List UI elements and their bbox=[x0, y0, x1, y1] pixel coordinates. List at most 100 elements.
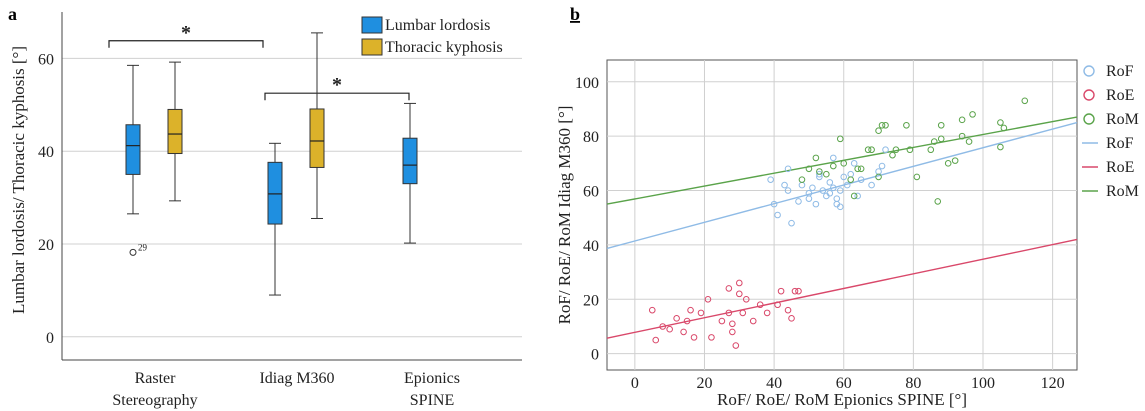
data-point-roe bbox=[659, 323, 667, 330]
panel-b-x-tick-label: 80 bbox=[905, 375, 921, 392]
data-point-rof bbox=[829, 184, 837, 192]
data-point-rom bbox=[927, 146, 935, 154]
box-iqr bbox=[167, 108, 183, 155]
panel-a-y-tick-labels: 0 20 40 60 bbox=[38, 51, 54, 346]
data-point-roe bbox=[732, 342, 740, 349]
legend-label: Thoracic kyphosis bbox=[385, 39, 503, 56]
data-point-rom bbox=[1000, 124, 1008, 132]
legend-label: RoM bbox=[1106, 111, 1139, 128]
significance-marker: * bbox=[332, 74, 342, 96]
panel-a-legend: Lumbar lordosis Thoracic kyphosis bbox=[361, 16, 503, 56]
panel-a-boxes: 29 bbox=[125, 32, 418, 296]
data-point-rof bbox=[840, 173, 848, 181]
data-point-rom bbox=[958, 132, 966, 140]
legend-label: Lumbar lordosis bbox=[385, 17, 490, 34]
data-point-rom bbox=[857, 165, 865, 173]
panel-b-x-axis-label: RoF/ RoE/ RoM Epionics SPINE [°] bbox=[717, 390, 967, 409]
box-iqr bbox=[402, 137, 418, 185]
significance-bracket bbox=[264, 92, 410, 101]
data-point-rof bbox=[882, 146, 889, 154]
data-point-roe bbox=[774, 301, 781, 309]
data-point-rom bbox=[875, 173, 882, 181]
legend-marker bbox=[1083, 113, 1095, 125]
data-point-rom bbox=[934, 198, 942, 205]
legend-label: RoF bbox=[1106, 135, 1134, 152]
data-point-rof bbox=[868, 181, 875, 189]
data-point-roe bbox=[777, 287, 785, 295]
data-point-rom bbox=[997, 143, 1004, 151]
panel-a-y-axis-label: Lumbar lordosis/ Thoracic kyphosis [°] bbox=[9, 46, 28, 314]
box-iqr bbox=[125, 124, 141, 175]
data-point-roe bbox=[749, 317, 757, 325]
legend-label: RoM bbox=[1106, 183, 1139, 200]
data-point-rom bbox=[882, 121, 889, 129]
data-point-rom bbox=[937, 121, 945, 129]
panel-a-category-label: Raster bbox=[135, 370, 177, 387]
panel-a-category-label: Stereography bbox=[112, 392, 197, 409]
panel-b-x-tick-label: 40 bbox=[766, 375, 782, 392]
box-outlier-label: 29 bbox=[138, 242, 148, 252]
data-point-rof bbox=[784, 165, 792, 173]
data-point-roe bbox=[729, 328, 736, 336]
data-point-roe bbox=[756, 301, 764, 309]
box-iqr bbox=[267, 161, 283, 225]
significance-bracket bbox=[108, 40, 264, 48]
data-point-rom bbox=[850, 192, 858, 200]
panel-b-x-tick-label: 0 bbox=[631, 375, 639, 392]
panel-a-category-labels: Raster Stereography Idiag M360 Epionics SPIN… bbox=[112, 370, 460, 409]
panel-b-y-axis-label: RoF/ RoE/ RoM Idiag M360 [°] bbox=[555, 106, 574, 325]
data-point-rom bbox=[847, 176, 855, 183]
data-point-rof bbox=[781, 181, 788, 189]
data-point-roe bbox=[718, 317, 726, 325]
panel-b-scatter-plot: b 0 20 40 60 80 100 120 0 20 40 60 80 100 RoF/ RoE/… bbox=[555, 4, 1139, 409]
data-point-rom bbox=[892, 146, 900, 154]
panel-b-y-tick-label: 80 bbox=[583, 129, 599, 146]
data-point-rom bbox=[875, 127, 882, 135]
data-point-rom bbox=[823, 170, 830, 178]
data-point-rof bbox=[812, 200, 820, 208]
data-point-rof bbox=[784, 187, 792, 194]
data-point-roe bbox=[725, 309, 733, 317]
legend-marker bbox=[1083, 89, 1095, 101]
data-point-roe bbox=[725, 285, 733, 292]
panel-a-gridlines bbox=[62, 57, 522, 338]
panel-b-y-tick-label: 60 bbox=[583, 184, 599, 201]
data-point-rof bbox=[819, 187, 827, 194]
data-point-rom bbox=[944, 160, 952, 167]
panel-a-significance-brackets: ** bbox=[108, 22, 410, 101]
data-point-rof bbox=[829, 154, 837, 162]
data-point-rom bbox=[829, 162, 837, 170]
data-point-roe bbox=[739, 309, 747, 317]
data-point-rof bbox=[836, 187, 844, 194]
data-point-roe bbox=[735, 290, 743, 298]
data-point-rom bbox=[903, 121, 910, 129]
data-point-roe bbox=[687, 306, 694, 314]
data-point-roe bbox=[735, 279, 743, 287]
data-point-rof bbox=[850, 160, 858, 167]
panel-a-label: a bbox=[8, 4, 17, 24]
data-point-roe bbox=[708, 334, 715, 341]
data-point-rom bbox=[889, 151, 896, 159]
data-point-rof bbox=[857, 176, 865, 183]
legend-label: RoE bbox=[1106, 87, 1134, 104]
data-point-rof bbox=[809, 184, 816, 192]
data-point-rom bbox=[805, 165, 813, 173]
panel-a-y-tick-label: 60 bbox=[38, 51, 54, 68]
data-point-rof bbox=[878, 162, 886, 170]
data-point-rom bbox=[958, 116, 966, 124]
data-point-rom bbox=[836, 135, 844, 143]
data-point-roe bbox=[795, 287, 802, 295]
panel-b-y-tick-label: 0 bbox=[591, 347, 599, 364]
data-point-roe bbox=[784, 306, 792, 314]
panel-b-label: b bbox=[570, 4, 580, 24]
data-point-rom bbox=[868, 146, 875, 154]
data-point-roe bbox=[788, 315, 795, 322]
data-point-rof bbox=[826, 179, 834, 186]
data-point-rom bbox=[913, 173, 921, 181]
data-point-rom bbox=[816, 168, 823, 175]
panel-b-x-tick-labels: 0 20 40 60 80 100 120 bbox=[631, 375, 1065, 392]
panel-b-y-tick-labels: 0 20 40 60 80 100 bbox=[575, 75, 599, 364]
data-point-rom bbox=[840, 160, 848, 167]
